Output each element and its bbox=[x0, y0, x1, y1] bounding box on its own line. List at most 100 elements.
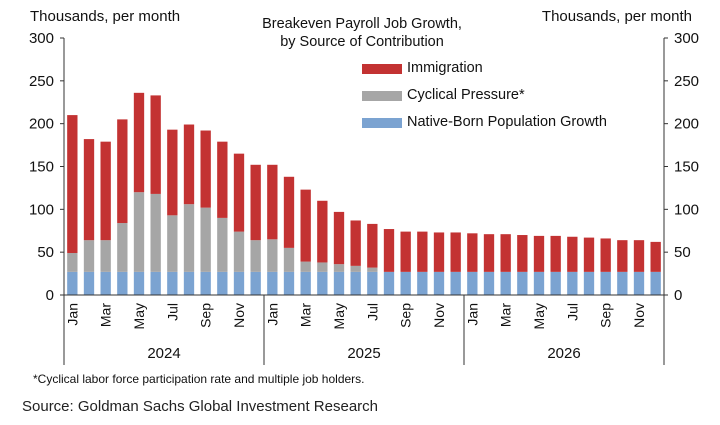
x-tick-label-month: Jul bbox=[564, 303, 580, 321]
bar-native-born bbox=[383, 271, 395, 295]
bar-native-born bbox=[117, 271, 128, 295]
x-tick-label-month: Jan bbox=[264, 303, 280, 326]
bar-immigration bbox=[250, 164, 261, 241]
bar-immigration bbox=[600, 238, 611, 272]
x-year-label: 2025 bbox=[347, 345, 380, 362]
bar-immigration bbox=[550, 235, 561, 272]
legend-label-native-born: Native-Born Population Growth bbox=[407, 114, 607, 130]
bar-cyclical bbox=[100, 240, 111, 272]
bar-native-born bbox=[483, 271, 495, 295]
bar-native-born bbox=[433, 271, 445, 295]
bar-native-born bbox=[200, 271, 211, 295]
bar-native-born bbox=[533, 271, 545, 295]
right-y-tick-label: 50 bbox=[674, 244, 691, 261]
bar-native-born bbox=[367, 271, 378, 295]
bar-immigration bbox=[317, 200, 328, 263]
bar-immigration bbox=[633, 240, 645, 272]
bar-native-born bbox=[500, 271, 511, 295]
bar-cyclical bbox=[300, 261, 311, 272]
bar-native-born bbox=[317, 271, 328, 295]
bar-cyclical bbox=[333, 264, 345, 272]
bar-native-born bbox=[600, 271, 611, 295]
bar-native-born bbox=[267, 271, 278, 295]
bar-immigration bbox=[367, 223, 378, 268]
bar-immigration bbox=[583, 237, 595, 272]
right-y-tick-label: 300 bbox=[674, 30, 699, 47]
left-y-tick-label: 250 bbox=[29, 73, 54, 90]
legend-swatch-native-born bbox=[362, 118, 402, 128]
x-year-label: 2024 bbox=[147, 345, 180, 362]
legend-label-immigration: Immigration bbox=[407, 60, 483, 76]
x-tick-label-month: Sep bbox=[598, 303, 614, 328]
bar-immigration bbox=[267, 164, 278, 240]
bar-immigration bbox=[300, 189, 311, 262]
bar-cyclical bbox=[367, 267, 378, 272]
bar-native-born bbox=[617, 271, 628, 295]
bar-immigration bbox=[67, 115, 78, 254]
bar-immigration bbox=[417, 231, 428, 272]
bar-cyclical bbox=[150, 193, 161, 272]
bar-immigration bbox=[533, 235, 545, 272]
bar-cyclical bbox=[167, 215, 178, 272]
bar-native-born bbox=[550, 271, 561, 295]
bar-native-born bbox=[167, 271, 178, 295]
source-note: Source: Goldman Sachs Global Investment … bbox=[22, 398, 379, 415]
left-y-tick-label: 100 bbox=[29, 201, 54, 218]
right-y-tick-label: 200 bbox=[674, 116, 699, 133]
plot-area: 0 0 50 50 100 100 150 150 200 200 250 250 300 300 Jan M… bbox=[29, 30, 699, 365]
bar-cyclical bbox=[117, 223, 128, 272]
x-tick-label-month: Mar bbox=[298, 303, 314, 327]
bar-native-born bbox=[583, 271, 595, 295]
x-tick-label-month: Jul bbox=[164, 303, 180, 321]
x-tick-label-month: Nov bbox=[431, 303, 447, 328]
bar-native-born bbox=[233, 271, 245, 295]
x-tick-label-month: May bbox=[531, 303, 547, 329]
bar-native-born bbox=[467, 271, 478, 295]
bar-native-born bbox=[250, 271, 261, 295]
bar-immigration bbox=[567, 236, 578, 272]
bar-native-born bbox=[100, 271, 111, 295]
bar-immigration bbox=[467, 233, 478, 272]
bar-cyclical bbox=[183, 204, 195, 272]
bar-immigration bbox=[200, 130, 211, 208]
bar-native-born bbox=[650, 271, 661, 295]
bar-cyclical bbox=[283, 247, 295, 272]
bar-immigration bbox=[133, 92, 145, 193]
bar-native-born bbox=[417, 271, 428, 295]
right-y-tick-label: 100 bbox=[674, 201, 699, 218]
x-tick-label-month: Mar bbox=[98, 303, 114, 327]
x-tick-label-month: Nov bbox=[231, 303, 247, 328]
bar-cyclical bbox=[133, 192, 145, 272]
x-tick-label-month: May bbox=[331, 303, 347, 329]
bar-cyclical bbox=[200, 207, 211, 272]
left-y-tick-label: 200 bbox=[29, 116, 54, 133]
bar-cyclical bbox=[67, 253, 78, 272]
bar-native-born bbox=[350, 271, 361, 295]
bar-native-born bbox=[133, 271, 145, 295]
bar-immigration bbox=[433, 232, 445, 272]
bar-immigration bbox=[217, 141, 228, 218]
bar-native-born bbox=[400, 271, 411, 295]
left-y-tick-label: 50 bbox=[37, 244, 54, 261]
bar-native-born bbox=[283, 271, 295, 295]
bar-immigration bbox=[350, 220, 361, 266]
bar-cyclical bbox=[217, 217, 228, 272]
bar-immigration bbox=[383, 229, 395, 272]
left-y-tick-label: 300 bbox=[29, 30, 54, 47]
bar-native-born bbox=[183, 271, 195, 295]
bar-immigration bbox=[650, 241, 661, 272]
bar-immigration bbox=[333, 211, 345, 265]
bar-native-born bbox=[150, 271, 161, 295]
chart-title-line: by Source of Contribution bbox=[280, 34, 444, 50]
right-axis-unit-label: Thousands, per month bbox=[541, 8, 692, 25]
bar-immigration bbox=[450, 232, 461, 272]
bar-immigration bbox=[617, 240, 628, 272]
x-tick-label-month: Sep bbox=[398, 303, 414, 328]
bar-native-born bbox=[517, 271, 528, 295]
bar-cyclical bbox=[250, 240, 261, 272]
x-tick-label-month: Jan bbox=[64, 303, 80, 326]
x-tick-label-month: Sep bbox=[198, 303, 214, 328]
right-y-tick-label: 150 bbox=[674, 159, 699, 176]
x-tick-label-month: Mar bbox=[498, 303, 514, 327]
